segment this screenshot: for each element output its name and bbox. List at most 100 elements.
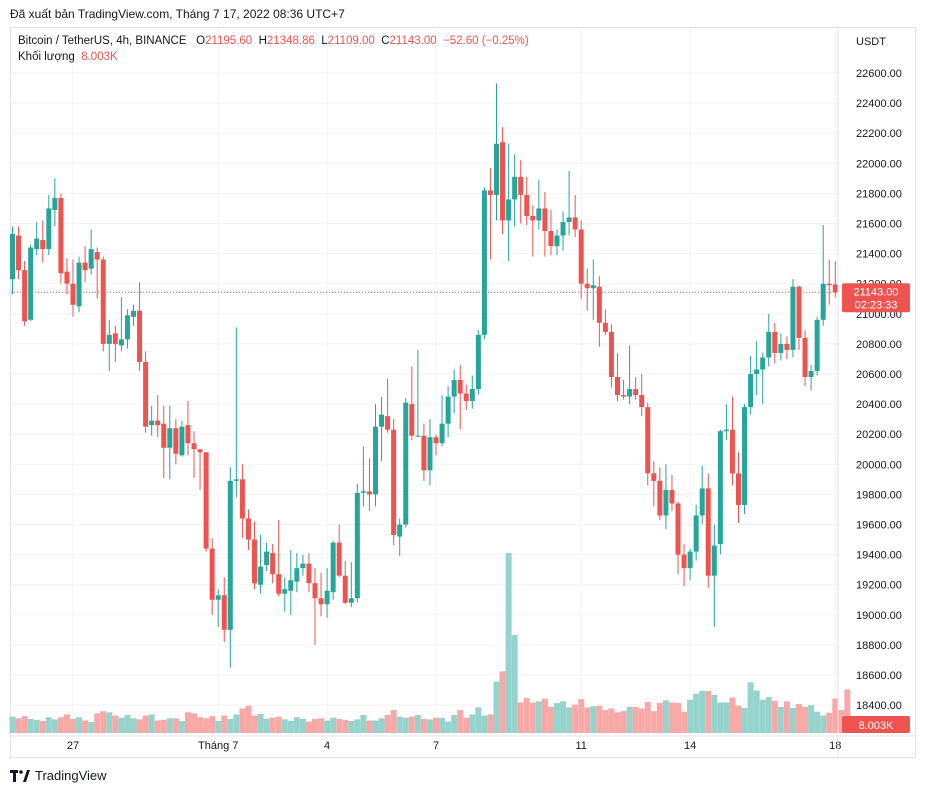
volume-bar (578, 699, 585, 733)
candle-body (58, 197, 64, 274)
candle-body (233, 479, 239, 481)
volume-bar (312, 718, 318, 733)
candle-body (112, 333, 118, 344)
volume-bar (281, 719, 288, 733)
volume-bar (63, 714, 70, 733)
volume-bar (197, 717, 204, 733)
volume-bar (838, 710, 845, 733)
volume-bar (808, 705, 815, 733)
candle-body (627, 389, 633, 397)
volume-legend[interactable]: Khối lượng 8.003K (18, 51, 118, 63)
candle-body (566, 217, 572, 222)
candle-body (723, 429, 729, 432)
candle-body (391, 429, 397, 536)
volume-bar (136, 719, 143, 733)
candle-body (306, 563, 312, 584)
candle-body (433, 437, 439, 444)
volume-bar (796, 704, 802, 733)
candle-body (167, 428, 173, 448)
volume-bar (445, 721, 452, 733)
volume-bar (747, 682, 754, 733)
candle-body (264, 551, 270, 566)
volume-bar (693, 693, 700, 733)
volume-bar (390, 710, 397, 733)
volume-bar (330, 717, 337, 733)
volume-bar (251, 715, 258, 733)
candle-body (560, 221, 566, 236)
y-tick-label: 18600.00 (856, 670, 902, 682)
volume-bar (269, 717, 276, 733)
candle-body (669, 489, 675, 504)
candle-body (354, 492, 360, 599)
candle-body (203, 452, 209, 549)
volume-bar (511, 634, 518, 733)
y-tick-label: 21600.00 (856, 219, 902, 231)
countdown-label: 02:23:33 (855, 299, 898, 311)
candle-body (318, 598, 324, 605)
candle-body (608, 331, 614, 378)
candle-body (772, 331, 778, 353)
y-tick-label: 20000.00 (856, 459, 902, 471)
candle-body (324, 590, 330, 605)
candle-body (143, 361, 149, 427)
currency-label: USDT (856, 36, 886, 48)
candle-body (530, 215, 536, 221)
candle-body (52, 197, 58, 210)
candle-body (100, 259, 106, 344)
volume-bar (27, 718, 34, 733)
candle-body (584, 283, 590, 289)
volume-bar (112, 715, 119, 733)
candle-body (754, 369, 760, 374)
volume-bar (118, 717, 125, 733)
volume-bar (547, 706, 554, 733)
y-tick-label: 19800.00 (856, 489, 902, 501)
footer: TradingView (10, 768, 107, 783)
candle-body (808, 370, 814, 378)
volume-bar (9, 716, 16, 733)
volume-bar (826, 712, 833, 733)
candle-body (294, 568, 300, 582)
candle-body (463, 393, 469, 402)
volume-bar (765, 697, 772, 733)
volume-bar (814, 711, 821, 733)
candle-body (360, 491, 366, 493)
y-tick-label: 18800.00 (856, 640, 902, 652)
candle-body (469, 389, 475, 402)
volume-bar (517, 702, 524, 733)
volume-bar (384, 715, 391, 733)
volume-bar (336, 718, 343, 733)
candle-body (512, 176, 518, 200)
candle-body (427, 437, 433, 471)
chart-svg[interactable]: 22600.00 22400.00 22200.00 22000.00 21800.00… (0, 0, 926, 760)
volume-bar (820, 715, 827, 733)
symbol-legend[interactable]: Bitcoin / TetherUS, 4h, BINANCE O21195.6… (18, 35, 529, 47)
volume-bar (535, 701, 542, 733)
volume-bar (614, 712, 621, 733)
x-tick-label: 27 (67, 740, 79, 752)
volume-bar (148, 714, 155, 733)
x-tick-label: Tháng 7 (198, 740, 238, 752)
candle-body (832, 284, 838, 293)
volume-bar (499, 671, 506, 733)
y-tick-label: 22200.00 (856, 128, 902, 140)
candle-body (106, 334, 112, 344)
candle-body (717, 431, 723, 545)
volume-bar (191, 713, 197, 733)
y-tick-label: 20600.00 (856, 369, 902, 381)
candle-body (137, 310, 143, 362)
volume-bar (184, 712, 191, 733)
candle-body (784, 343, 790, 350)
volume-bar (142, 715, 149, 733)
volume-bar (160, 719, 167, 733)
y-tick-label: 20800.00 (856, 339, 902, 351)
candle-body (197, 449, 203, 453)
candle-body (239, 479, 245, 519)
candle-body (596, 286, 602, 323)
volume-bar (505, 553, 512, 733)
y-tick-label: 20400.00 (856, 399, 902, 411)
volume-legend-label: Khối lượng (18, 51, 75, 63)
volume-bar (402, 717, 409, 733)
volume-bar (305, 721, 312, 733)
candle-body (82, 262, 88, 271)
candle-body (518, 176, 524, 195)
